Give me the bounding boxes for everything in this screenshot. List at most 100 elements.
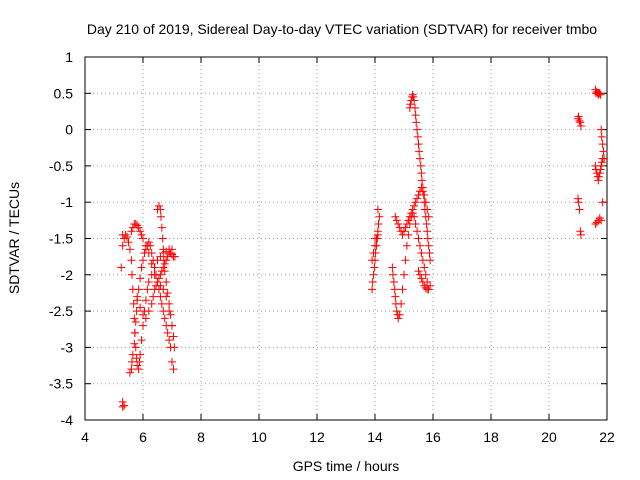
x-tick-label: 6 [139,429,147,445]
data-point [394,219,403,228]
data-point [418,256,427,265]
x-axis-label: GPS time / hours [293,458,400,474]
data-point [597,158,606,167]
data-point [598,198,607,207]
data-point [392,216,401,225]
data-point [123,233,132,242]
data-point [401,256,410,265]
data-point [373,205,382,214]
data-point [156,205,165,214]
data-point [597,216,606,225]
data-point [401,223,410,232]
data-point [160,314,169,323]
data-point [141,241,150,250]
data-point [576,230,585,239]
data-point [415,270,424,279]
data-point [576,227,585,236]
data-point [574,198,583,207]
data-point [160,259,169,268]
data-point [134,285,143,294]
y-tick-label: -4 [61,412,74,428]
data-point [398,285,407,294]
data-point [143,285,152,294]
data-point [416,161,425,170]
data-point [395,310,404,319]
data-point [424,241,433,250]
data-point [149,292,158,301]
data-point [130,314,139,323]
data-point [404,216,413,225]
y-tick-label: 0 [65,122,73,138]
data-point [165,299,174,308]
data-point [133,292,142,301]
data-point [400,227,408,236]
data-point [124,238,133,247]
data-point [575,116,584,125]
data-point [139,256,147,265]
data-point [597,125,606,134]
data-point [132,307,141,316]
x-tick-label: 22 [599,429,615,445]
data-point [596,90,605,99]
data-point [162,278,171,287]
data-point [576,118,585,127]
data-point [162,256,171,265]
data-point [149,256,158,265]
data-point [139,321,147,330]
data-point [594,176,603,185]
data-point [419,190,428,199]
data-point [137,230,146,239]
data-point [408,90,417,99]
data-point [414,267,423,276]
data-point [141,296,150,305]
data-point [413,125,422,134]
data-point [413,132,422,141]
data-point [168,321,176,330]
data-point [390,285,399,294]
x-tick-label: 4 [81,429,89,445]
data-point [134,365,143,374]
data-point [156,212,165,221]
data-point [407,209,416,218]
data-point [170,252,179,261]
x-tick-label: 12 [309,429,325,445]
data-point [408,205,417,214]
data-point [410,96,419,105]
data-point [418,278,427,287]
data-point [596,165,605,174]
data-point [415,154,424,163]
data-point [422,219,431,228]
data-point [410,201,419,210]
data-point [598,140,607,149]
data-point [394,314,403,323]
data-point [139,234,147,243]
data-point [423,234,432,243]
data-point [152,281,161,290]
data-point [125,368,134,377]
x-axis-tick-labels: 4 6 8 10 12 14 16 18 20 22 [81,429,615,445]
data-points [117,85,609,411]
data-point [420,198,429,207]
data-point [398,230,407,239]
y-tick-label: -2.5 [49,303,73,319]
data-point [144,249,153,258]
data-point [163,288,172,297]
data-point [125,245,134,254]
data-point [129,299,138,308]
chart-title: Day 210 of 2019, Sidereal Day-to-day VTE… [87,21,597,37]
data-point [369,270,378,279]
data-point [136,227,145,236]
data-point [417,176,426,185]
data-point [421,212,430,221]
data-point [412,118,421,127]
data-point [131,343,140,352]
data-point [147,259,156,268]
data-point [574,112,583,121]
y-tick-label: -1 [61,194,74,210]
data-point [170,343,179,352]
data-point [411,219,420,228]
data-point [406,100,415,109]
grid-lines [85,57,607,420]
data-point [159,245,168,254]
